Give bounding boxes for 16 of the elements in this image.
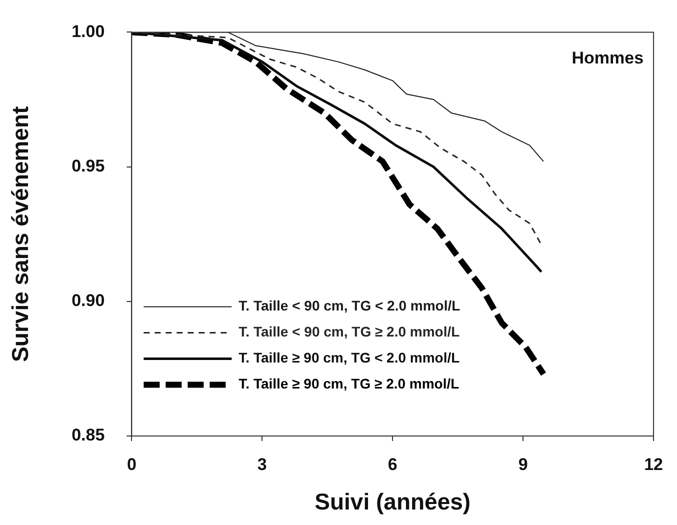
y-tick-label: 0.90	[72, 291, 105, 310]
y-axis-title: Survie sans événement	[7, 106, 34, 362]
x-axis-title: Suivi (années)	[314, 488, 471, 515]
text: T. Taille ≥ 90 cm, TG < 2.0 mmol/L	[238, 350, 460, 366]
x-tick-label: 9	[518, 454, 528, 474]
y-tick-label: 0.95	[72, 156, 105, 176]
x-tick-label: 0	[126, 454, 136, 474]
y-tick-label: 0.85	[72, 426, 105, 445]
annotation: Hommes	[572, 48, 644, 68]
text: T. Taille < 90 cm, TG < 2.0 mmol/L	[238, 298, 461, 314]
x-tick-label: 6	[388, 454, 398, 474]
x-tick-label: 12	[644, 454, 664, 474]
text: T. Taille < 90 cm, TG ≥ 2.0 mmol/L	[238, 324, 460, 340]
x-tick-label: 3	[257, 454, 267, 474]
text: T. Taille ≥ 90 cm, TG ≥ 2.0 mmol/L	[238, 376, 460, 392]
y-tick-label: 1.00	[72, 22, 105, 41]
